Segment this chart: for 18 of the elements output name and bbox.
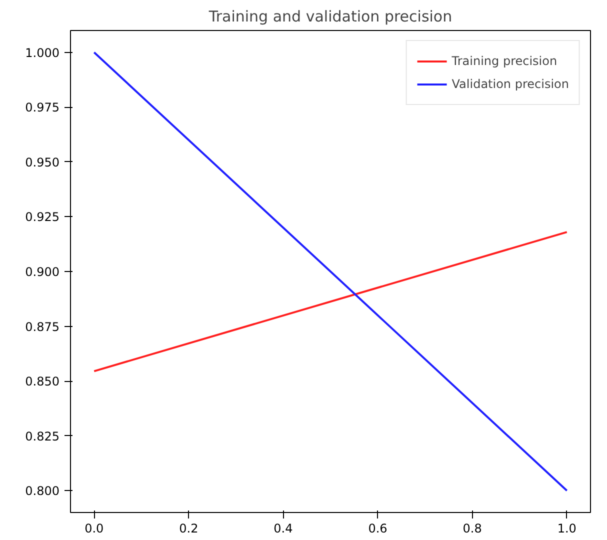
legend-label: Training precision: [452, 54, 558, 68]
chart-title: Training and validation precision: [208, 8, 452, 26]
y-tick-label: 0.950: [25, 155, 60, 170]
y-tick-label: 0.850: [25, 374, 60, 389]
x-tick-label: 0.0: [84, 522, 104, 536]
x-tick-label: 0.4: [274, 522, 293, 536]
x-tick-label: 1.0: [557, 522, 576, 536]
x-tick-label: 0.2: [179, 522, 198, 536]
legend-label: Validation precision: [452, 77, 569, 91]
y-tick-label: 1.000: [25, 46, 60, 60]
y-tick-label: 0.925: [25, 210, 60, 224]
y-tick-label: 0.975: [25, 100, 60, 115]
y-tick-label: 0.875: [25, 320, 60, 334]
x-tick-label: 0.8: [462, 522, 482, 536]
y-tick-label: 0.800: [25, 484, 60, 498]
y-tick-label: 0.825: [25, 429, 60, 444]
x-tick-label: 0.6: [368, 522, 388, 536]
y-tick-label: 0.900: [25, 265, 60, 279]
